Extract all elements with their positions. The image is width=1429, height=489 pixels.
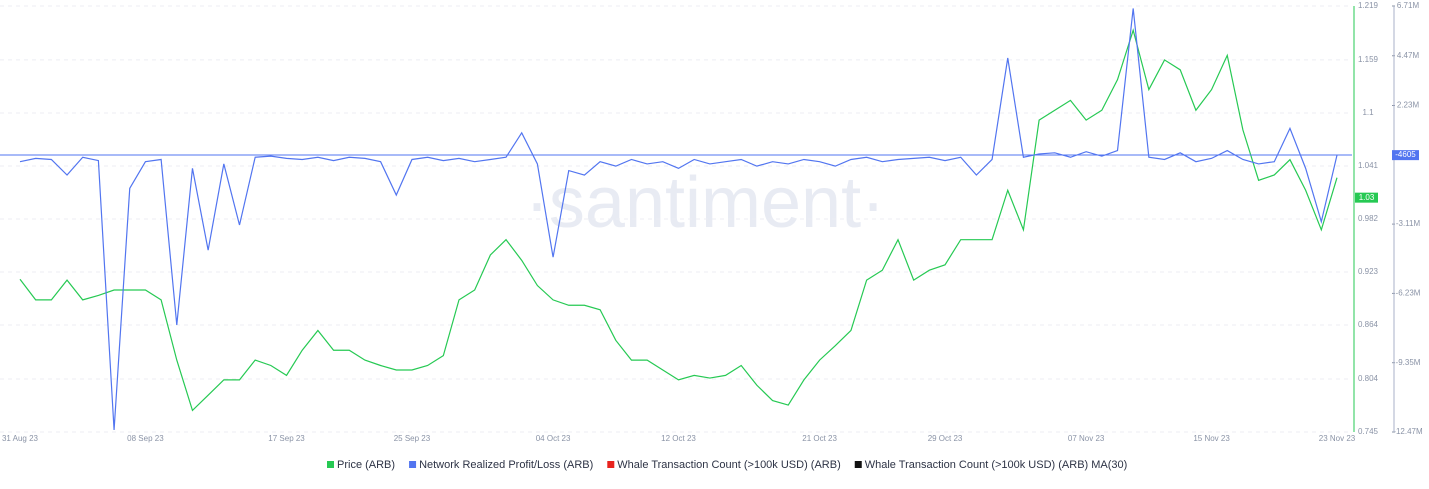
y2-tick-label: -12.47M <box>1393 427 1423 436</box>
x-tick-label: 21 Oct 23 <box>802 434 837 443</box>
x-tick-label: 08 Sep 23 <box>127 434 164 443</box>
x-tick-label: 04 Oct 23 <box>536 434 571 443</box>
legend-label: Whale Transaction Count (>100k USD) (ARB… <box>865 459 1128 471</box>
last-value-label: -4605 <box>1395 150 1416 159</box>
y-tick-label: 1.1 <box>1362 108 1374 117</box>
legend-label: Network Realized Profit/Loss (ARB) <box>419 459 593 471</box>
legend: Price (ARB) Network Realized Profit/Loss … <box>327 459 1127 471</box>
last-value-badge <box>1392 150 1419 161</box>
x-tick-label: 23 Nov 23 <box>1319 434 1356 443</box>
y-tick-label: 0.923 <box>1358 267 1379 276</box>
x-tick-label: 31 Aug 23 <box>2 434 39 443</box>
legend-label: Whale Transaction Count (>100k USD) (ARB… <box>617 459 840 471</box>
series-line <box>19 28 1338 412</box>
legend-swatch <box>607 461 615 468</box>
legend-label: Price (ARB) <box>337 459 395 471</box>
watermark: ·santiment· <box>525 163 885 243</box>
y-tick-label: 0.804 <box>1358 374 1379 383</box>
x-tick-label: 25 Sep 23 <box>394 434 431 443</box>
y2-tick-label: -3.11M <box>1396 219 1421 228</box>
y-tick-label: 1.219 <box>1358 1 1379 10</box>
y2-tick-label: 4.47M <box>1397 51 1420 60</box>
legend-swatch <box>327 461 334 468</box>
y-tick-label: 1.041 <box>1358 161 1379 170</box>
x-tick-label: 29 Oct 23 <box>928 434 963 443</box>
legend-swatch <box>854 461 862 468</box>
y-tick-label: 1.159 <box>1358 55 1379 64</box>
series-line <box>19 8 1338 431</box>
last-value-label: 1.03 <box>1359 193 1375 202</box>
x-tick-label: 12 Oct 23 <box>661 434 696 443</box>
x-tick-label: 07 Nov 23 <box>1068 434 1105 443</box>
last-value-badge <box>1355 192 1378 203</box>
y-tick-label: 0.745 <box>1358 427 1379 436</box>
y2-tick-label: 6.71M <box>1397 1 1420 10</box>
y2-tick-label: -6.23M <box>1396 289 1421 298</box>
legend-swatch <box>409 461 417 468</box>
y-tick-label: 0.982 <box>1358 214 1379 223</box>
y2-tick-label: -9.35M <box>1396 358 1421 367</box>
y-tick-label: 0.864 <box>1358 320 1379 329</box>
x-tick-label: 17 Sep 23 <box>268 434 305 443</box>
y2-tick-label: 2.23M <box>1397 101 1420 110</box>
x-tick-label: 15 Nov 23 <box>1193 434 1230 443</box>
